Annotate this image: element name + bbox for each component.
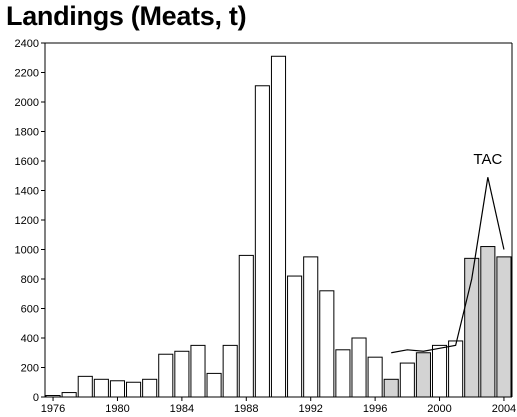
y-tick-label-200: 200 bbox=[21, 363, 39, 375]
y-tick-label-400: 400 bbox=[21, 333, 39, 345]
bar-1986 bbox=[206, 372, 222, 398]
y-tick-label-2000: 2000 bbox=[15, 97, 39, 109]
y-tick-label-1000: 1000 bbox=[15, 245, 39, 257]
y-tick-label-2200: 2200 bbox=[15, 68, 39, 80]
bar-1994 bbox=[335, 349, 351, 398]
x-tick-label-2000: 2000 bbox=[427, 403, 451, 415]
y-tick-label-1600: 1600 bbox=[15, 156, 39, 168]
bar-1978 bbox=[77, 375, 93, 398]
chart-title: Landings (Meats, t) bbox=[6, 1, 247, 31]
x-tick-label-1996: 1996 bbox=[363, 403, 387, 415]
bar-1996 bbox=[367, 356, 383, 398]
bar-1988 bbox=[238, 254, 254, 398]
bar-1999 bbox=[415, 352, 431, 398]
bar-1977 bbox=[61, 392, 77, 398]
bar-1985 bbox=[190, 344, 206, 398]
bar-1998 bbox=[399, 362, 415, 398]
bar-1983 bbox=[158, 353, 174, 398]
y-tick-label-0: 0 bbox=[33, 392, 39, 404]
x-tick-label-1988: 1988 bbox=[234, 403, 258, 415]
bar-1989 bbox=[254, 85, 270, 398]
bar-1980 bbox=[109, 380, 126, 398]
bar-2000 bbox=[431, 344, 448, 398]
bar-1981 bbox=[126, 381, 142, 398]
bar-1991 bbox=[287, 275, 303, 398]
bar-1995 bbox=[351, 337, 367, 398]
bar-2004 bbox=[496, 256, 512, 398]
bar-1990 bbox=[270, 55, 287, 398]
x-tick-label-1976: 1976 bbox=[41, 403, 65, 415]
y-tick-label-2400: 2400 bbox=[15, 38, 39, 50]
x-tick-label-2004: 2004 bbox=[492, 403, 516, 415]
bar-1987 bbox=[222, 344, 238, 398]
x-tick-label-1984: 1984 bbox=[170, 403, 194, 415]
bar-1993 bbox=[319, 290, 335, 398]
bar-1992 bbox=[303, 256, 319, 398]
bar-2001 bbox=[448, 340, 464, 398]
tac-line bbox=[391, 177, 505, 354]
y-tick-label-1400: 1400 bbox=[15, 186, 39, 198]
y-tick-label-600: 600 bbox=[21, 304, 39, 316]
bar-1982 bbox=[142, 378, 158, 398]
y-tick-label-1800: 1800 bbox=[15, 127, 39, 139]
bar-1997 bbox=[383, 378, 399, 398]
y-tick-label-800: 800 bbox=[21, 274, 39, 286]
bar-1984 bbox=[174, 350, 190, 398]
annotation-tac: TAC bbox=[473, 151, 502, 168]
bar-2003 bbox=[480, 246, 496, 398]
x-tick-label-1992: 1992 bbox=[298, 403, 322, 415]
x-tick-label-1980: 1980 bbox=[105, 403, 129, 415]
bar-1979 bbox=[93, 378, 109, 398]
y-tick-label-1200: 1200 bbox=[15, 215, 39, 227]
